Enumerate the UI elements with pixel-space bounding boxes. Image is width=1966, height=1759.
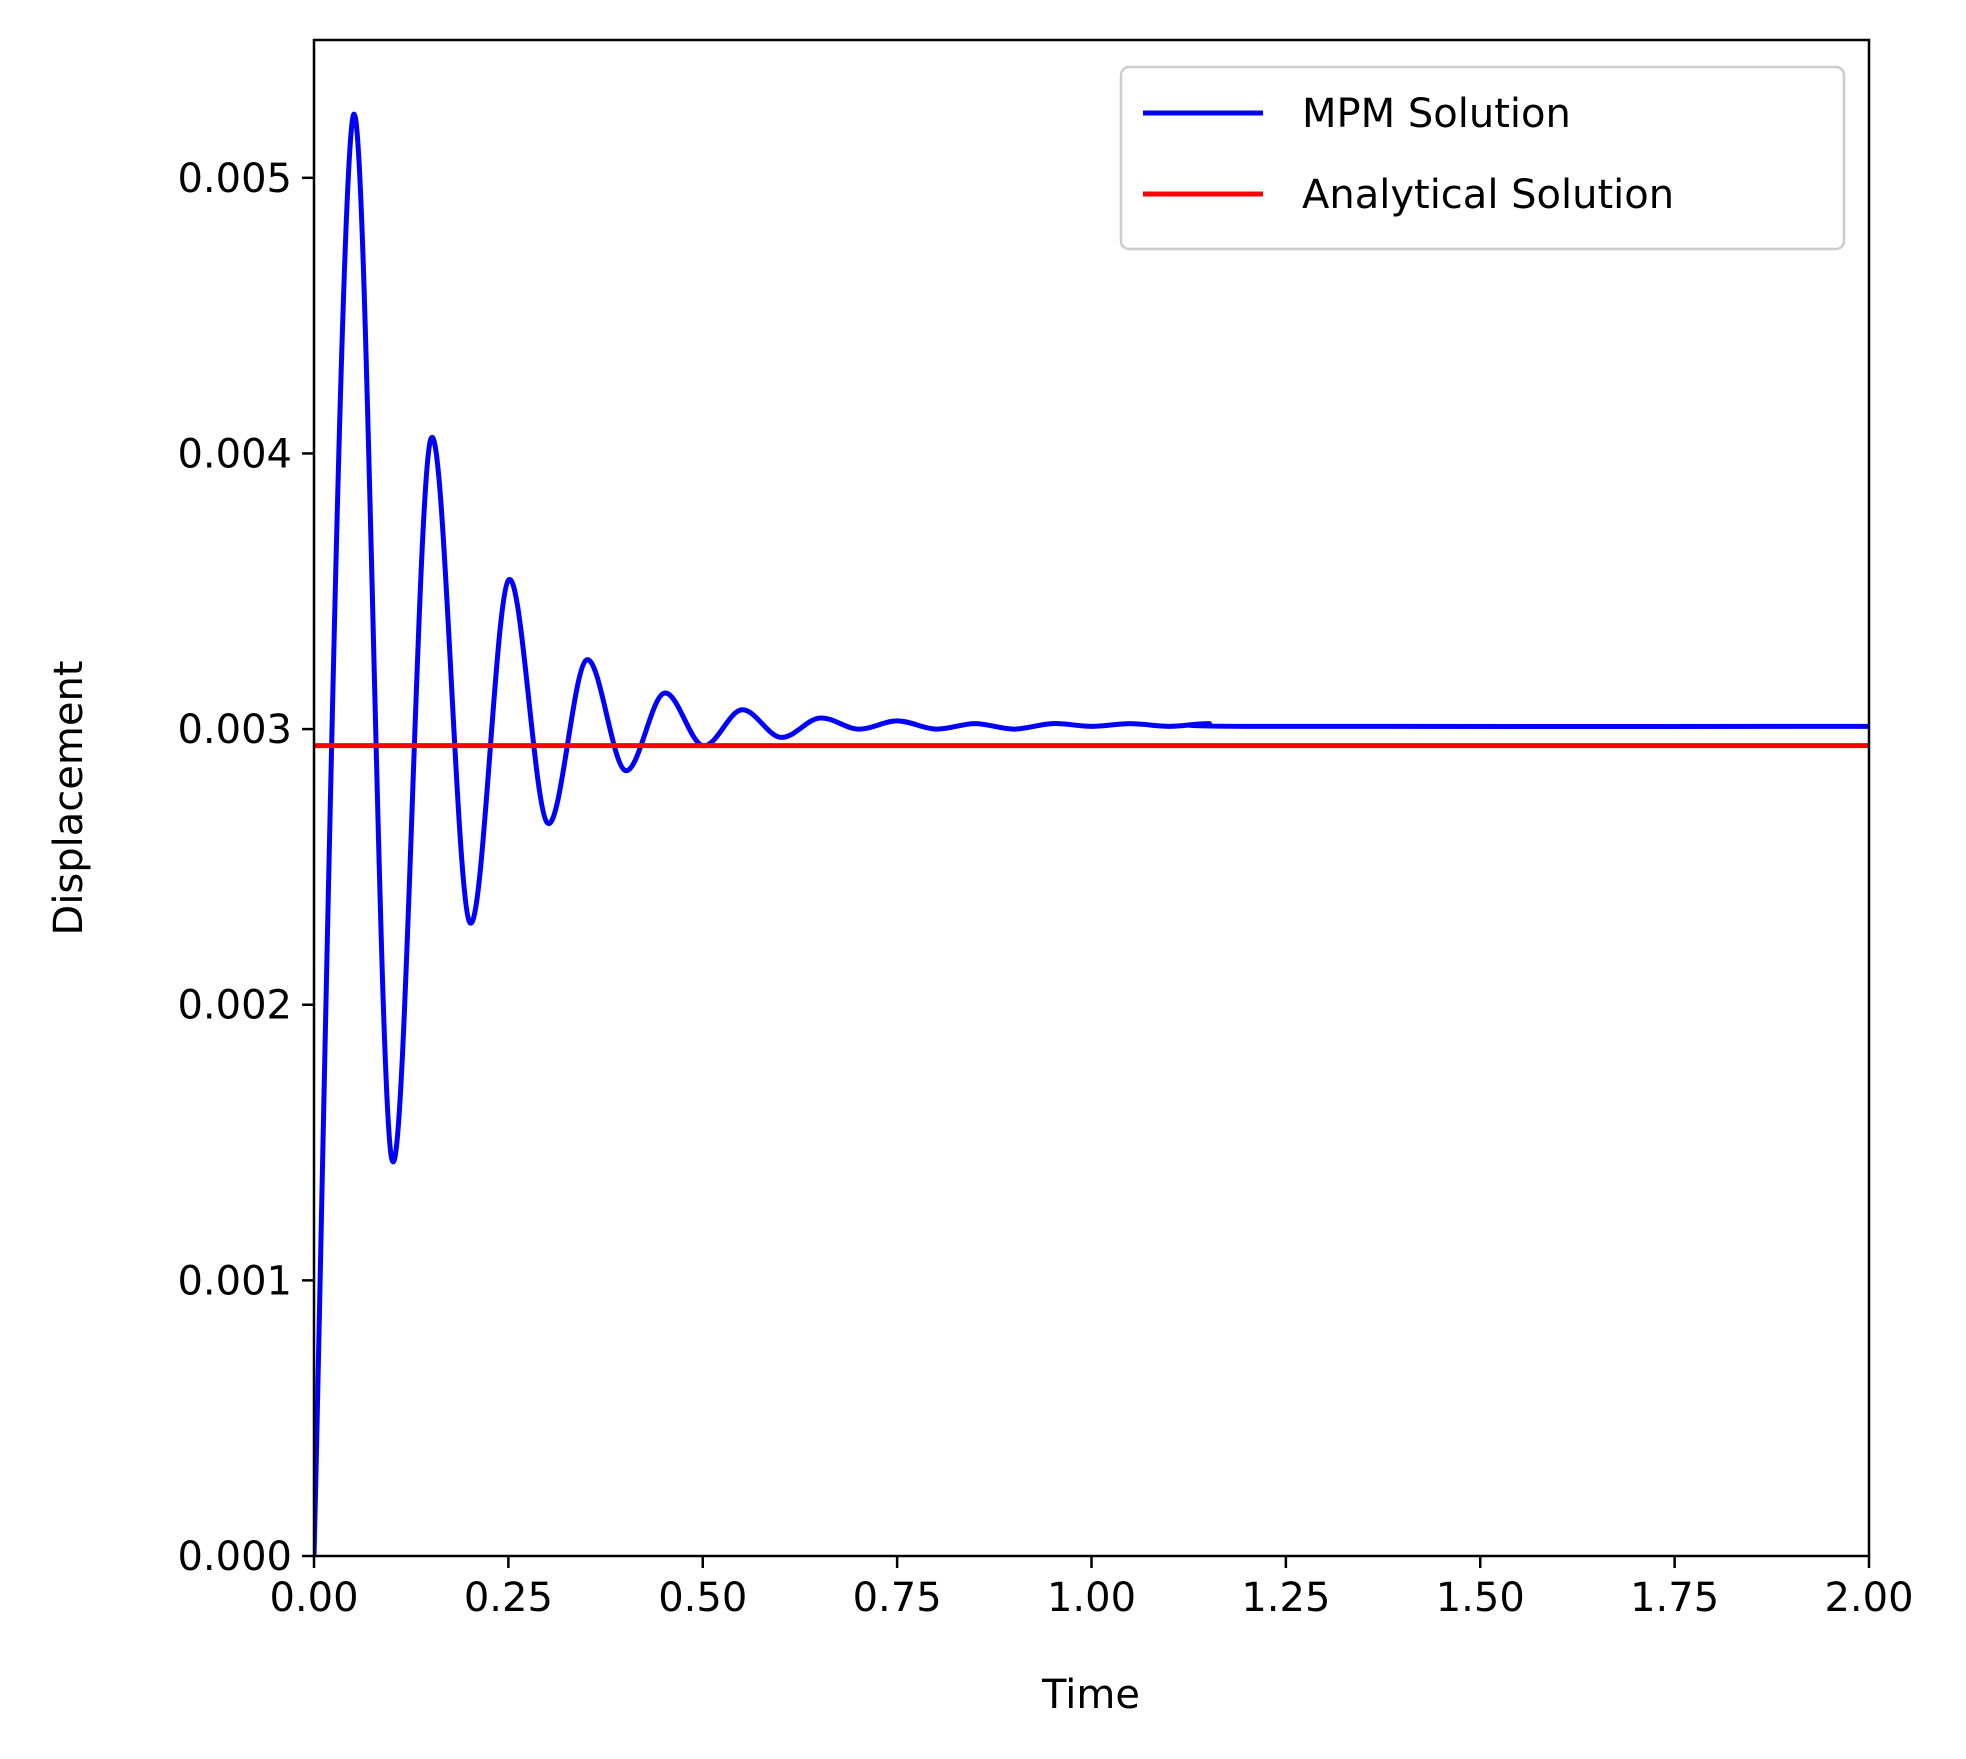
x-tick-label: 0.00: [269, 1575, 358, 1621]
x-tick-label: 0.75: [853, 1575, 942, 1621]
x-tick-label: 1.00: [1047, 1575, 1136, 1621]
x-axis-ticks: 0.00 0.25 0.50 0.75 1.00 1.25 1.50 1.75 2.00: [269, 1556, 1914, 1621]
x-tick-label: 1.50: [1436, 1575, 1525, 1621]
plot-frame: [312, 38, 1871, 1558]
y-tick-label: 0.005: [177, 156, 292, 202]
y-tick-label: 0.000: [177, 1534, 292, 1580]
legend-label-analytical: Analytical Solution: [1302, 172, 1674, 218]
y-axis-ticks: 0.000 0.001 0.002 0.003 0.004 0.005: [177, 156, 314, 1580]
y-tick-label: 0.002: [177, 983, 292, 1029]
plot-area: [314, 111, 1869, 1556]
x-tick-label: 1.75: [1630, 1575, 1719, 1621]
legend-box: [1119, 65, 1846, 251]
y-tick-label: 0.004: [177, 431, 292, 477]
y-tick-label: 0.003: [177, 707, 292, 753]
legend-label-mpm: MPM Solution: [1302, 91, 1571, 137]
x-tick-label: 2.00: [1824, 1575, 1913, 1621]
y-tick-label: 0.001: [177, 1258, 292, 1304]
x-axis-label: Time: [1041, 1672, 1140, 1718]
x-tick-label: 0.50: [658, 1575, 747, 1621]
legend: MPM Solution Analytical Solution: [1119, 65, 1846, 251]
y-axis-label: Displacement: [46, 661, 92, 936]
x-tick-label: 1.25: [1241, 1575, 1330, 1621]
series-line-mpm: [314, 111, 1869, 1556]
x-tick-label: 0.25: [464, 1575, 553, 1621]
